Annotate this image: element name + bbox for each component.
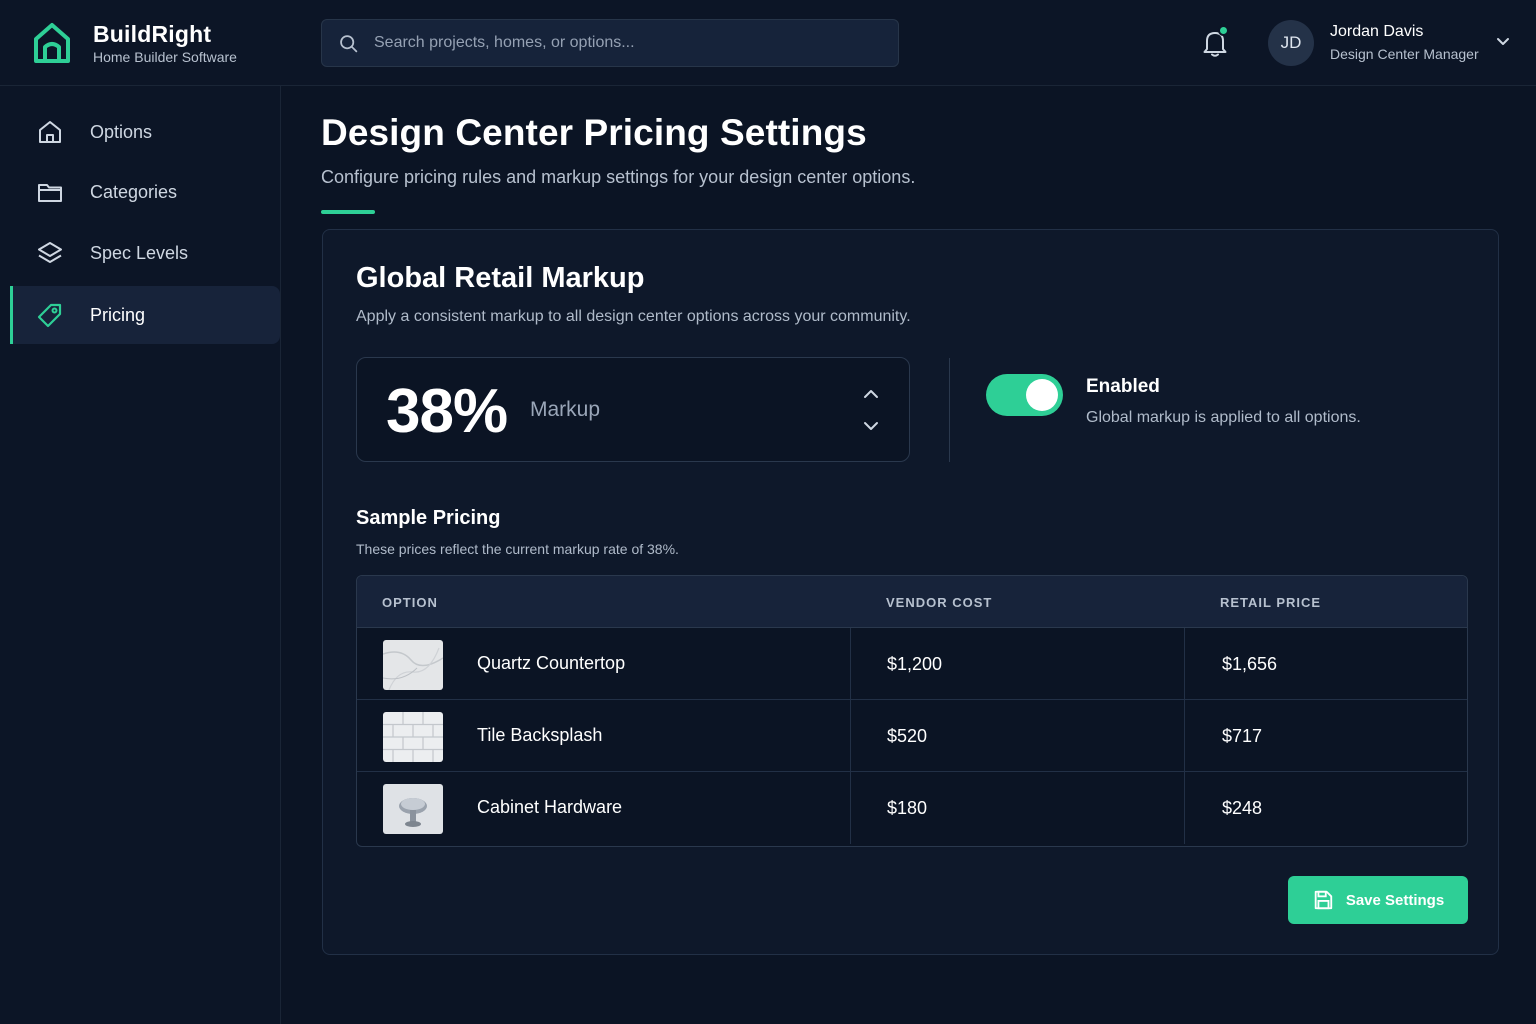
retail-price: $248 xyxy=(1222,798,1263,818)
tag-icon xyxy=(37,303,62,328)
table-row[interactable]: Cabinet Hardware $180 $248 xyxy=(357,772,1467,844)
markup-stepper xyxy=(863,388,881,432)
search-input[interactable] xyxy=(374,34,874,52)
vendor-cost: $520 xyxy=(887,726,928,746)
sidebar-item-options[interactable]: Options xyxy=(10,103,280,161)
chevron-down-icon[interactable] xyxy=(1496,37,1510,47)
sidebar-item-pricing[interactable]: Pricing xyxy=(10,286,280,344)
notification-dot xyxy=(1218,25,1229,36)
page-subtitle: Configure pricing rules and markup setti… xyxy=(321,167,916,187)
sidebar-item-categories[interactable]: Categories xyxy=(10,163,280,221)
sample-pricing-description: These prices reflect the current markup … xyxy=(356,541,679,557)
markup-card: Global Retail Markup Apply a consistent … xyxy=(322,229,1499,955)
toggle-title: Enabled xyxy=(1086,376,1160,397)
sidebar-item-label: Pricing xyxy=(90,304,146,325)
markup-enabled-toggle[interactable] xyxy=(986,374,1063,416)
title-accent-bar xyxy=(321,210,375,214)
save-icon xyxy=(1314,890,1332,910)
layers-icon xyxy=(38,242,62,263)
toggle-description: Global markup is applied to all options. xyxy=(1086,409,1361,426)
house-logo-icon xyxy=(34,22,70,63)
vendor-cost: $1,200 xyxy=(887,654,943,674)
sidebar-item-spec-levels[interactable]: Spec Levels xyxy=(10,224,280,282)
markup-label: Markup xyxy=(530,398,601,421)
option-name: Cabinet Hardware xyxy=(477,797,623,817)
sidebar-item-label: Categories xyxy=(90,181,178,202)
option-name: Tile Backsplash xyxy=(477,725,603,745)
search-bar[interactable] xyxy=(321,19,899,67)
column-header-retail-price: RETAIL PRICE xyxy=(1220,595,1322,610)
folder-icon xyxy=(38,184,62,202)
option-name: Quartz Countertop xyxy=(477,653,626,673)
table-header: OPTION VENDOR COST RETAIL PRICE xyxy=(357,576,1467,628)
retail-price: $717 xyxy=(1222,726,1263,746)
save-button-label: Save Settings xyxy=(1345,891,1445,909)
table-row[interactable]: Tile Backsplash $520 $717 xyxy=(357,700,1467,772)
markup-value[interactable]: 38% xyxy=(386,377,508,446)
avatar[interactable]: JD xyxy=(1268,20,1314,66)
column-header-option: OPTION xyxy=(382,595,438,610)
brand[interactable]: BuildRight Home Builder Software xyxy=(32,20,237,65)
home-icon xyxy=(39,121,61,143)
sidebar-item-label: Spec Levels xyxy=(90,242,189,263)
sample-pricing-title: Sample Pricing xyxy=(356,507,501,529)
markup-stepper-field[interactable]: 38% Markup xyxy=(356,357,910,462)
table-row[interactable]: Quartz Countertop $1,200 $1,656 xyxy=(357,628,1467,700)
brand-subtitle: Home Builder Software xyxy=(93,49,237,65)
chevron-up-icon[interactable] xyxy=(863,388,879,400)
brand-name: BuildRight xyxy=(93,21,212,47)
search-icon xyxy=(340,34,358,52)
quartz-thumbnail xyxy=(383,640,443,690)
sample-pricing-table: OPTION VENDOR COST RETAIL PRICE Quartz C… xyxy=(356,575,1468,847)
retail-price: $1,656 xyxy=(1222,654,1278,674)
divider xyxy=(949,358,950,462)
top-bar: BuildRight Home Builder Software JD Jord… xyxy=(0,0,1536,86)
bell-icon[interactable] xyxy=(1201,28,1229,58)
toggle-knob xyxy=(1026,379,1058,411)
vendor-cost: $180 xyxy=(887,798,928,818)
sidebar-item-label: Options xyxy=(90,121,153,142)
tile-thumbnail xyxy=(383,712,443,762)
page-title: Design Center Pricing Settings xyxy=(321,112,867,153)
knob-thumbnail xyxy=(383,784,443,834)
user-name: Jordan Davis xyxy=(1330,23,1424,40)
user-menu[interactable]: Jordan Davis Design Center Manager xyxy=(1330,23,1479,62)
user-role: Design Center Manager xyxy=(1330,46,1479,62)
chevron-down-icon[interactable] xyxy=(863,420,879,432)
card-description: Apply a consistent markup to all design … xyxy=(356,308,911,325)
column-header-vendor-cost: VENDOR COST xyxy=(886,595,993,610)
card-title: Global Retail Markup xyxy=(356,262,645,294)
save-settings-button[interactable]: Save Settings xyxy=(1288,876,1468,924)
sidebar: Options Categories Spec Levels Pricing xyxy=(0,86,281,1024)
